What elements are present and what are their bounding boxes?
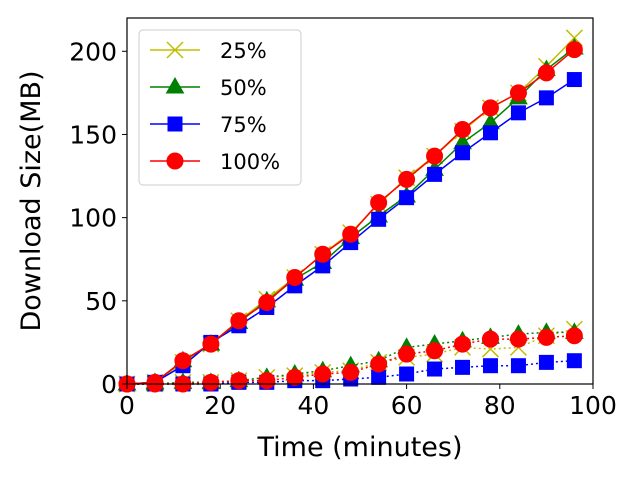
series-100pct-point <box>230 312 248 330</box>
y-axis-label: Download Size(MB) <box>16 70 47 331</box>
axes-frame <box>126 17 594 385</box>
series-100pct-secondary-point <box>314 365 332 383</box>
y-tick-label: 0 <box>101 370 117 399</box>
series-100pct-secondary-point <box>370 355 388 373</box>
y-tick-label: 200 <box>69 37 117 66</box>
series-25pct-secondary-line <box>127 328 575 385</box>
series-100pct-secondary-point <box>509 330 527 348</box>
series-100pct-point <box>481 99 499 117</box>
x-tick-label: 20 <box>204 391 236 420</box>
x-tick-label: 0 <box>119 391 135 420</box>
series-75pct-point <box>399 190 415 206</box>
series-100pct-point <box>258 293 276 311</box>
legend-label-75pct: 75% <box>220 113 267 137</box>
series-100pct-point <box>174 352 192 370</box>
series-75pct-point <box>427 166 443 182</box>
series-100pct-point <box>426 147 444 165</box>
legend-marker-75pct <box>167 116 183 132</box>
series-100pct-secondary-point <box>202 373 220 391</box>
series-100pct-secondary-point <box>426 342 444 360</box>
axis-ticks: 0 20 40 60 80 100 0 50 100 150 200 <box>69 37 617 420</box>
x-tick-label: 40 <box>297 391 329 420</box>
series-100pct-secondary-point <box>398 345 416 363</box>
legend: 25% 50% 75% 100% <box>138 29 302 186</box>
series-75pct-secondary-point <box>538 354 554 370</box>
series-100pct <box>118 41 583 393</box>
series-100pct-secondary-point <box>537 328 555 346</box>
series-100pct-point <box>286 269 304 287</box>
x-axis-label: Time (minutes) <box>256 432 462 463</box>
series-100pct-point <box>370 194 388 212</box>
series-75pct-point <box>538 90 554 106</box>
series-100pct-point <box>146 373 164 391</box>
series-100pct-point <box>342 225 360 243</box>
series-75pct-secondary-point <box>482 358 498 374</box>
y-tick-label: 50 <box>85 287 117 316</box>
plot-area <box>117 29 584 393</box>
series-75pct-secondary-point <box>455 359 471 375</box>
legend-box <box>138 29 302 186</box>
series-75pct-point <box>566 72 582 88</box>
series-100pct-point <box>509 84 527 102</box>
series-75pct-secondary-point <box>510 358 526 374</box>
series-100pct-point <box>565 41 583 59</box>
y-tick-label: 150 <box>69 120 117 149</box>
series-100pct-secondary-point <box>454 335 472 353</box>
series-100pct-secondary-point <box>286 368 304 386</box>
series-100pct-point <box>314 245 332 263</box>
x-tick-label: 100 <box>569 391 617 420</box>
legend-label-25pct: 25% <box>220 39 267 63</box>
series-100pct-secondary-point <box>565 327 583 345</box>
y-tick-label: 100 <box>69 204 117 233</box>
series-75pct-point <box>482 125 498 141</box>
series-75pct-point <box>371 211 387 227</box>
x-tick-label: 80 <box>484 391 516 420</box>
legend-marker-50pct <box>165 76 185 94</box>
series-75pct-point <box>510 105 526 121</box>
legend-marker-25pct <box>166 41 184 59</box>
series-100pct-secondary-point <box>481 330 499 348</box>
legend-label-100pct: 100% <box>220 150 280 174</box>
series-100pct-point <box>398 170 416 188</box>
series-100pct-secondary-point <box>342 363 360 381</box>
x-tick-label: 60 <box>391 391 423 420</box>
series-100pct-point <box>202 335 220 353</box>
series-75pct-secondary-point <box>427 361 443 377</box>
series-75pct-secondary-point <box>399 366 415 382</box>
series-75pct-point <box>455 145 471 161</box>
series-100pct-point <box>454 120 472 138</box>
legend-marker-25pct-stroke <box>166 41 184 59</box>
series-75pct-secondary-point <box>566 353 582 369</box>
legend-marker-100pct <box>166 152 184 170</box>
series-100pct-secondary-point <box>230 372 248 390</box>
legend-label-50pct: 50% <box>220 76 267 100</box>
series-100pct-secondary-point <box>258 372 276 390</box>
series-100pct-point <box>537 64 555 82</box>
